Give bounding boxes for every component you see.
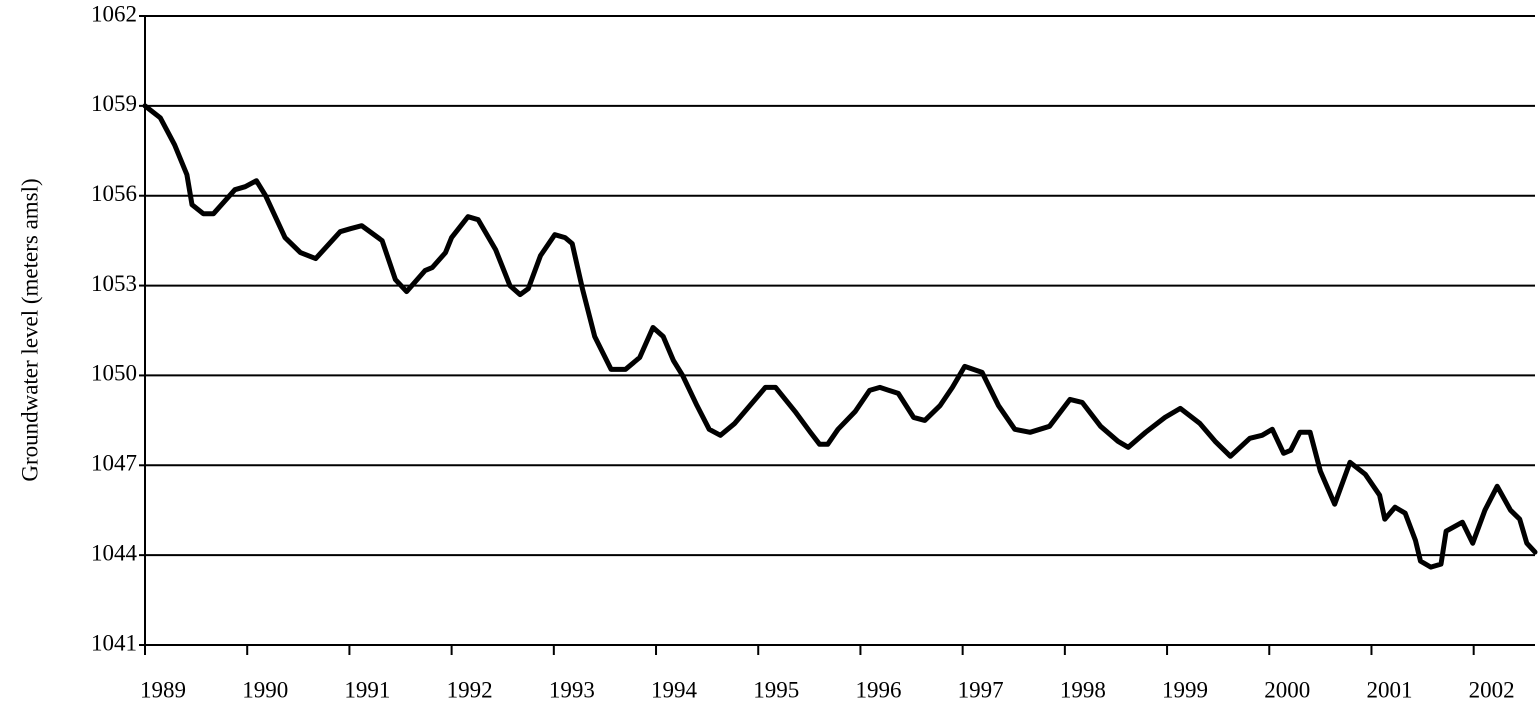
y-tick-label: 1050 <box>91 361 137 386</box>
x-tick-label: 1989 <box>140 677 186 702</box>
y-tick-label: 1062 <box>91 1 137 26</box>
x-tick-label: 1991 <box>344 677 390 702</box>
x-tick-label: 1998 <box>1060 677 1106 702</box>
y-tick-label: 1053 <box>91 271 137 296</box>
y-axis-label: Groundwater level (meters amsl) <box>17 178 42 481</box>
x-tick-label: 1995 <box>753 677 799 702</box>
x-tick-label: 2002 <box>1469 677 1515 702</box>
y-tick-label: 1059 <box>91 91 137 116</box>
y-tick-label: 1047 <box>91 451 137 476</box>
data-line <box>142 103 1538 570</box>
x-tick-label: 1994 <box>651 677 698 702</box>
y-tick-label: 1041 <box>91 630 137 655</box>
x-tick-label: 1997 <box>958 677 1004 702</box>
x-tick-label: 1996 <box>855 677 901 702</box>
x-tick-label: 2000 <box>1264 677 1310 702</box>
x-tick-label: 2001 <box>1366 677 1412 702</box>
x-tick-label: 1990 <box>242 677 288 702</box>
x-tick-label: 1999 <box>1162 677 1208 702</box>
x-tick-label: 1993 <box>549 677 595 702</box>
x-tick-label: 1992 <box>447 677 493 702</box>
y-tick-label: 1044 <box>91 540 138 565</box>
y-tick-label: 1056 <box>91 181 137 206</box>
